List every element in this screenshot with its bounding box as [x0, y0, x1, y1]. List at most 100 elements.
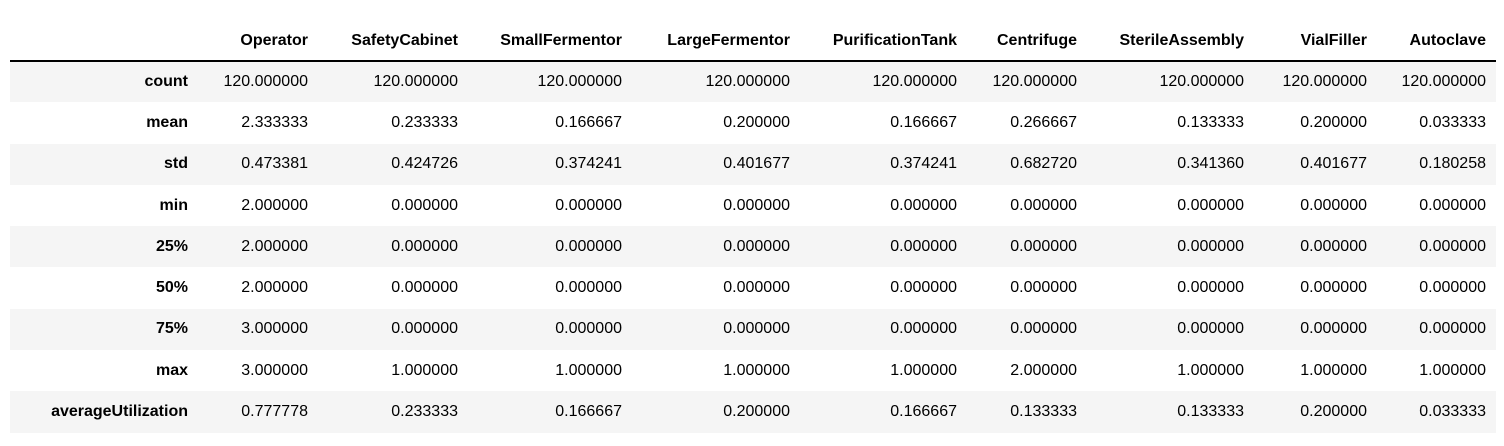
- table-cell: 0.000000: [890, 279, 957, 297]
- column-header: SafetyCabinet: [318, 22, 468, 62]
- table-row: 25% 2.000000 0.000000 0.000000 0.000000 0.000…: [10, 226, 1496, 268]
- table-cell: 120.000000: [705, 73, 790, 91]
- table-cell: 120.000000: [537, 73, 622, 91]
- table-cell: 0.000000: [1300, 196, 1367, 214]
- row-index-label: min: [159, 196, 188, 214]
- table-cell: 0.133333: [1177, 403, 1244, 421]
- table-cell: 0.233333: [391, 113, 458, 131]
- table-cell: 1.000000: [890, 361, 957, 379]
- table-cell: 120.000000: [1282, 73, 1367, 91]
- table-cell: 0.341360: [1177, 155, 1244, 173]
- table-cell: 2.000000: [241, 196, 308, 214]
- column-header: Autoclave: [1377, 22, 1496, 62]
- table-cell: 0.374241: [890, 155, 957, 173]
- table-cell: 0.000000: [1177, 320, 1244, 338]
- table-cell: 0.000000: [555, 279, 622, 297]
- table-cell: 0.777778: [241, 403, 308, 421]
- table-cell: 120.000000: [1159, 73, 1244, 91]
- table-cell: 0.166667: [890, 113, 957, 131]
- table-cell: 120.000000: [992, 73, 1077, 91]
- table-row: max 3.000000 1.000000 1.000000 1.000000 1.000…: [10, 350, 1496, 391]
- table-cell: 0.166667: [555, 113, 622, 131]
- table-cell: 2.000000: [1010, 361, 1077, 379]
- table-cell: 2.333333: [241, 113, 308, 131]
- table-cell: 0.000000: [1419, 237, 1486, 255]
- table-cell: 0.000000: [1010, 279, 1077, 297]
- header-row: Operator SafetyCabinet SmallFermentor Large…: [10, 22, 1496, 62]
- table-cell: 2.000000: [241, 237, 308, 255]
- table-cell: 0.000000: [1177, 196, 1244, 214]
- table-cell: 0.424726: [391, 155, 458, 173]
- table-cell: 120.000000: [373, 73, 458, 91]
- column-header: LargeFermentor: [632, 22, 800, 62]
- column-header: PurificationTank: [800, 22, 967, 62]
- table-cell: 0.000000: [391, 196, 458, 214]
- table-cell: 3.000000: [241, 320, 308, 338]
- row-index-label: mean: [146, 113, 188, 131]
- table-cell: 0.000000: [391, 237, 458, 255]
- table-cell: 0.000000: [1010, 320, 1077, 338]
- table-cell: 0.133333: [1010, 403, 1077, 421]
- table-cell: 0.000000: [1177, 237, 1244, 255]
- table-cell: 0.000000: [1300, 279, 1367, 297]
- row-index-label: max: [155, 361, 188, 379]
- table-cell: 0.000000: [723, 320, 790, 338]
- table-cell: 0.000000: [391, 320, 458, 338]
- table-cell: 0.401677: [723, 155, 790, 173]
- table-cell: 0.180258: [1419, 155, 1486, 173]
- table-cell: 0.000000: [555, 196, 622, 214]
- table-cell: 0.473381: [241, 155, 308, 173]
- row-index-label: 50%: [155, 279, 188, 297]
- table-cell: 0.000000: [1419, 279, 1486, 297]
- table-cell: 0.000000: [723, 237, 790, 255]
- table-cell: 0.033333: [1419, 403, 1486, 421]
- table-cell: 1.000000: [555, 361, 622, 379]
- table-cell: 0.000000: [555, 320, 622, 338]
- table-cell: 0.000000: [1300, 320, 1367, 338]
- table-cell: 1.000000: [1300, 361, 1367, 379]
- table-cell: 0.133333: [1177, 113, 1244, 131]
- table-cell: 0.000000: [723, 196, 790, 214]
- table-cell: 0.000000: [1177, 279, 1244, 297]
- index-header: [10, 22, 198, 62]
- table-row: mean 2.333333 0.233333 0.166667 0.200000 0.16…: [10, 102, 1496, 143]
- table-cell: 120.000000: [1401, 73, 1486, 91]
- table-cell: 0.200000: [723, 403, 790, 421]
- table-cell: 0.000000: [1419, 320, 1486, 338]
- row-index-label: count: [144, 73, 188, 91]
- table-cell: 0.401677: [1300, 155, 1367, 173]
- table-row: std 0.473381 0.424726 0.374241 0.401677 0.374…: [10, 143, 1496, 185]
- table-cell: 0.000000: [890, 237, 957, 255]
- table-cell: 1.000000: [723, 361, 790, 379]
- table-cell: 2.000000: [241, 279, 308, 297]
- table-cell: 0.233333: [391, 403, 458, 421]
- table-cell: 0.000000: [723, 279, 790, 297]
- column-header: SmallFermentor: [468, 22, 632, 62]
- table-cell: 0.200000: [1300, 113, 1367, 131]
- table-cell: 0.682720: [1010, 155, 1077, 173]
- column-header: VialFiller: [1254, 22, 1377, 62]
- table-row: 50% 2.000000 0.000000 0.000000 0.000000 0.000…: [10, 267, 1496, 308]
- table-row: count 120.000000 120.000000 120.000000 120.0…: [10, 61, 1496, 103]
- table-row: 75% 3.000000 0.000000 0.000000 0.000000 0.000…: [10, 308, 1496, 351]
- table-cell: 0.000000: [1010, 237, 1077, 255]
- row-index-label: 75%: [155, 320, 188, 338]
- table-cell: 1.000000: [391, 361, 458, 379]
- column-header: Centrifuge: [967, 22, 1087, 62]
- table-cell: 0.374241: [555, 155, 622, 173]
- table-cell: 0.000000: [1419, 196, 1486, 214]
- table-cell: 3.000000: [241, 361, 308, 379]
- row-index-label: averageUtilization: [51, 403, 188, 421]
- table-row: min 2.000000 0.000000 0.000000 0.000000 0.000…: [10, 185, 1496, 226]
- column-header: SterileAssembly: [1087, 22, 1254, 62]
- table-cell: 1.000000: [1419, 361, 1486, 379]
- describe-table: Operator SafetyCabinet SmallFermentor Large…: [10, 22, 1496, 433]
- table-cell: 0.033333: [1419, 113, 1486, 131]
- table-cell: 0.200000: [1300, 403, 1367, 421]
- table-cell: 0.266667: [1010, 113, 1077, 131]
- table-cell: 0.200000: [723, 113, 790, 131]
- column-header: Operator: [198, 22, 318, 62]
- table-cell: 120.000000: [223, 73, 308, 91]
- table-cell: 0.166667: [890, 403, 957, 421]
- row-index-label: std: [164, 155, 188, 173]
